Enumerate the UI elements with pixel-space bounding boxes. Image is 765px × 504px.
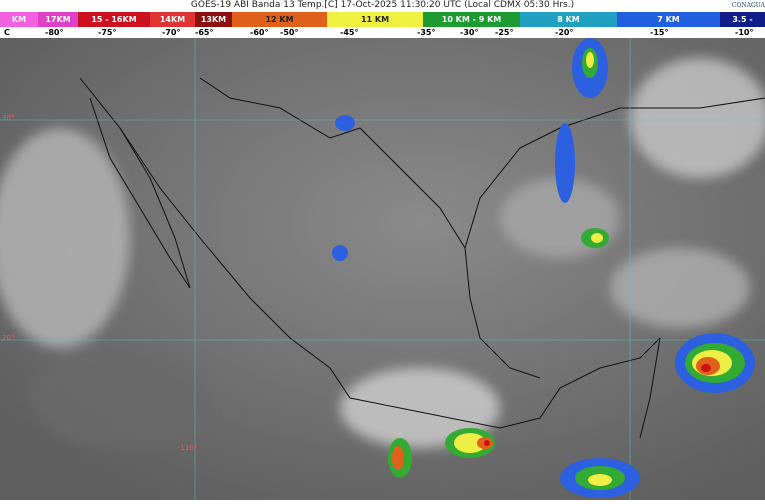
scale-segment: 7 KM — [617, 12, 720, 27]
scale-segment: 11 KM — [327, 12, 423, 27]
temperature-tick: -25° — [495, 28, 514, 37]
scale-segment: 15 - 16KM — [78, 12, 150, 27]
temperature-tick: -45° — [340, 28, 359, 37]
satellite-map: 30° 20° -110° — [0, 38, 765, 500]
temperature-tick: -20° — [555, 28, 574, 37]
image-title: GOES-19 ABI Banda 13 Temp.[C] 17-Oct-202… — [190, 0, 575, 10]
temperature-tick: -35° — [417, 28, 436, 37]
lat-20-label: 20° — [2, 334, 15, 342]
temperature-tick: -10° — [735, 28, 754, 37]
scale-segment: 12 KM — [232, 12, 327, 27]
conagua-logo: CONAGUA — [731, 2, 765, 9]
temperature-tick: -70° — [162, 28, 181, 37]
scale-segment: KM — [0, 12, 38, 27]
temperature-tick: -65° — [195, 28, 214, 37]
temperature-tick: -30° — [460, 28, 479, 37]
temperature-tick: C — [4, 28, 10, 37]
temperature-tick: -50° — [280, 28, 299, 37]
temperature-tick: -60° — [250, 28, 269, 37]
scale-segment: 10 KM - 9 KM — [423, 12, 520, 27]
temperature-tick: -75° — [98, 28, 117, 37]
coastlines — [79, 77, 765, 439]
lat-30-label: 30° — [2, 114, 15, 122]
scale-segment: 3.5 - — [720, 12, 765, 27]
temperature-scale: C -80° -75° -70° -65° -60° -50° -45° -35° -30° -25… — [0, 27, 765, 38]
color-scale-bar: KM 17KM 15 - 16KM 14KM 13KM 12 KM 11 KM 10 KM -… — [0, 12, 765, 27]
lon-110-label: -110° — [178, 444, 198, 452]
scale-segment: 13KM — [195, 12, 232, 27]
scale-segment: 14KM — [150, 12, 195, 27]
convective-clouds — [332, 38, 755, 498]
temperature-tick: -80° — [45, 28, 64, 37]
scale-segment: 8 KM — [520, 12, 617, 27]
temperature-tick: -15° — [650, 28, 669, 37]
grid-lines — [0, 38, 765, 500]
scale-segment: 17KM — [38, 12, 78, 27]
cloud-cover — [0, 58, 765, 448]
